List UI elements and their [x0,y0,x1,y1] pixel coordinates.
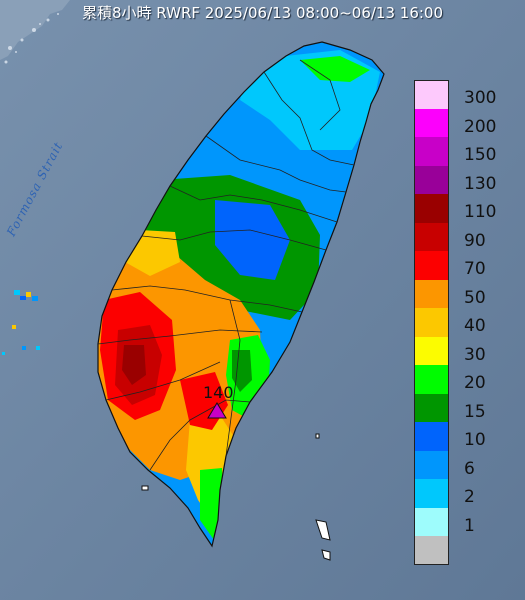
legend-label: 6 [464,458,475,479]
rainfall-legend: 300 200 150 130 110 90 70 50 40 30 20 15 10 6 2 1 [414,80,510,565]
legend-row: 20 [414,365,510,394]
legend-label: 15 [464,401,486,422]
legend-label: 110 [464,202,497,222]
legend-row: 110 [414,194,510,223]
legend-row: 150 [414,137,510,166]
legend-row: 40 [414,308,510,337]
legend-row: 90 [414,222,510,251]
legend-swatch [414,308,449,337]
legend-label: 90 [464,230,486,251]
legend-label: 40 [464,316,486,336]
legend-row: 200 [414,108,510,137]
legend-swatch [414,108,449,137]
taiwan-coastline [97,41,385,548]
legend-swatch [414,194,449,223]
islets [141,433,331,561]
map-title: 累積8小時 RWRF 2025/06/13 08:00~06/13 16:00 [81,4,444,22]
legend-swatch [414,450,449,479]
legend-label: 50 [464,287,486,308]
legend-swatch [414,536,449,565]
legend-swatch [414,165,449,194]
legend-swatch [414,393,449,422]
legend-row: 30 [414,336,510,365]
legend-row: 70 [414,251,510,280]
legend-label: 200 [464,116,497,137]
legend-label: 300 [464,88,497,108]
legend-swatch [414,222,449,251]
legend-swatch [414,479,449,508]
legend-row: 1 [414,507,510,536]
legend-row: 50 [414,279,510,308]
legend-swatch [414,365,449,394]
offshore-rain-patches [2,290,40,355]
legend-row: 300 [414,80,510,109]
legend-row: 15 [414,393,510,422]
legend-label: 130 [464,173,497,194]
legend-swatch [414,80,449,109]
legend-label: 1 [464,515,475,536]
legend-row: 6 [414,450,510,479]
legend-swatch [414,507,449,536]
legend-swatch [414,137,449,166]
county-boundaries [97,59,355,471]
legend-row: 10 [414,422,510,451]
legend-label: 10 [464,430,486,450]
legend-label: 2 [464,487,475,507]
legend-swatch [414,336,449,365]
legend-row: 130 [414,165,510,194]
max-rainfall-label: 140 [203,383,234,402]
legend-row [414,536,510,565]
max-rainfall-marker [207,402,227,419]
legend-swatch [414,251,449,280]
legend-label: 150 [464,145,497,165]
legend-swatch [414,422,449,451]
cloud-speckles [4,13,59,64]
legend-label: 70 [464,259,486,279]
legend-label: 30 [464,344,486,365]
legend-row: 2 [414,479,510,508]
legend-label: 20 [464,373,486,393]
legend-swatch [414,279,449,308]
